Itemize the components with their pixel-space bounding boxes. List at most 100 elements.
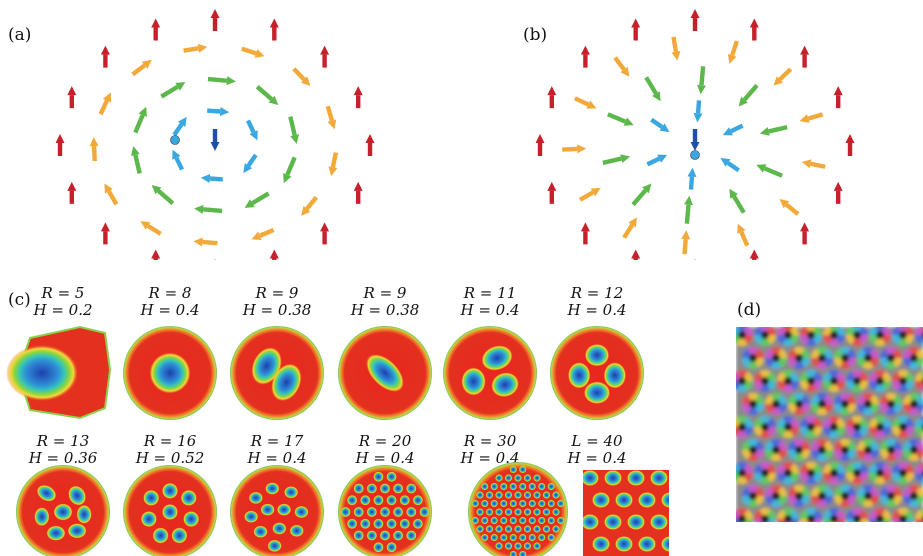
skyrmion-core <box>603 362 627 389</box>
skyrmion-core <box>366 506 378 518</box>
spin-arrow <box>646 154 668 167</box>
skyrmion-disk <box>123 465 217 556</box>
skyrmion-core <box>604 514 622 530</box>
skyrmion-core <box>149 352 191 394</box>
lattice-skyrmion <box>915 416 923 438</box>
spin-arrow <box>729 188 746 214</box>
parameter-caption: R = 13 H = 0.36 <box>18 433 108 467</box>
skyrmion-core <box>584 343 610 367</box>
lattice-skyrmion <box>765 393 787 415</box>
skyrmion-core <box>519 550 527 556</box>
spin-arrow <box>207 76 236 86</box>
skyrmion-core <box>76 504 92 524</box>
skyrmion-core <box>140 511 157 528</box>
spin-arrow <box>67 86 77 109</box>
lattice-skyrmion <box>892 416 914 438</box>
skyrmion-disk <box>338 465 432 556</box>
radius-label: R = 20 <box>358 432 412 450</box>
spin-arrow <box>690 9 700 31</box>
spin-arrow <box>269 18 279 41</box>
skyrmion-core <box>271 363 302 402</box>
skyrmion-core <box>481 516 489 525</box>
lattice-skyrmion <box>846 370 868 392</box>
spin-arrow <box>55 134 65 156</box>
spin-arrow <box>283 156 297 184</box>
spin-arrow <box>288 116 300 144</box>
lattice-skyrmion <box>846 416 868 438</box>
parameter-caption: R = 30 H = 0.4 <box>445 433 535 467</box>
skyrmion-square <box>583 470 669 556</box>
skyrmion-core <box>162 482 178 499</box>
lattice-skyrmion <box>869 416 891 438</box>
skyrmion-core <box>267 539 282 552</box>
spin-arrow-core <box>210 129 220 151</box>
radius-label: R = 13 <box>36 432 90 450</box>
lattice-skyrmion <box>800 508 822 522</box>
skyrmion-core <box>490 516 498 525</box>
skyrmion-core <box>373 495 384 506</box>
skyrmion-core <box>528 499 536 508</box>
skyrmion-core <box>650 470 668 486</box>
lattice-skyrmion <box>846 508 868 522</box>
skyrmion-core <box>34 507 50 527</box>
spin-arrow <box>613 56 630 77</box>
skyrmion-core <box>638 536 656 552</box>
skyrmion-core <box>523 491 532 499</box>
radius-label: R = 8 <box>148 284 192 302</box>
spin-arrow <box>693 100 703 123</box>
skyrmion-core <box>519 465 527 474</box>
lattice-skyrmion <box>777 370 799 392</box>
skyrmion-core <box>592 536 610 552</box>
spin-arrow <box>183 43 208 53</box>
radius-label: L = 40 <box>571 432 623 450</box>
spin-arrow <box>151 184 175 205</box>
field-label: H = 0.4 <box>247 449 307 467</box>
skyrmion-core <box>528 482 536 491</box>
lattice-skyrmion <box>742 485 764 507</box>
panel-label-c: (c) <box>8 290 31 310</box>
lattice-skyrmion <box>880 393 902 415</box>
field-label: H = 0.4 <box>460 449 520 467</box>
spin-arrow <box>720 157 740 173</box>
skyrmion-core <box>504 542 513 550</box>
skyrmion-lattice-texture <box>736 327 923 522</box>
lattice-skyrmion <box>811 393 833 415</box>
parameter-caption: R = 20 H = 0.4 <box>340 433 430 467</box>
spin-arrow <box>200 174 223 183</box>
lattice-skyrmion <box>788 439 810 461</box>
lattice-skyrmion <box>869 370 891 392</box>
spin-arrow <box>671 36 681 61</box>
skyrmion-core <box>180 489 197 506</box>
skyrmion-core <box>538 516 546 525</box>
lattice-skyrmion <box>777 327 799 346</box>
skyrmion-core <box>485 508 494 516</box>
spin-arrow <box>622 217 637 239</box>
lattice-skyrmion <box>736 416 753 438</box>
lattice-skyrmion <box>777 462 799 484</box>
radius-label: R = 9 <box>363 284 407 302</box>
lattice-skyrmion <box>823 327 845 346</box>
skyrmion-disk <box>230 326 324 420</box>
skyrmion-core <box>523 508 532 516</box>
skyrmion-core <box>509 550 517 556</box>
skyrmion-core <box>650 514 668 530</box>
skyrmion-core <box>490 482 498 491</box>
spin-arrow <box>89 137 99 162</box>
spin-arrow <box>602 154 631 166</box>
skyrmion-bloch-diagram <box>55 9 375 260</box>
spin-arrow <box>269 249 279 260</box>
lattice-skyrmion <box>903 393 923 415</box>
skyrmion-core <box>567 362 591 389</box>
spin-arrow <box>737 223 750 247</box>
lattice-skyrmion <box>834 393 856 415</box>
skyrmion-core <box>294 505 309 519</box>
skyrmion-core <box>533 491 541 499</box>
lattice-skyrmion <box>857 439 879 461</box>
spin-arrow <box>151 249 161 260</box>
lattice-skyrmion <box>754 327 776 346</box>
spin-arrow <box>845 134 855 156</box>
spin-arrow <box>325 105 337 130</box>
spin-arrow <box>244 191 270 208</box>
